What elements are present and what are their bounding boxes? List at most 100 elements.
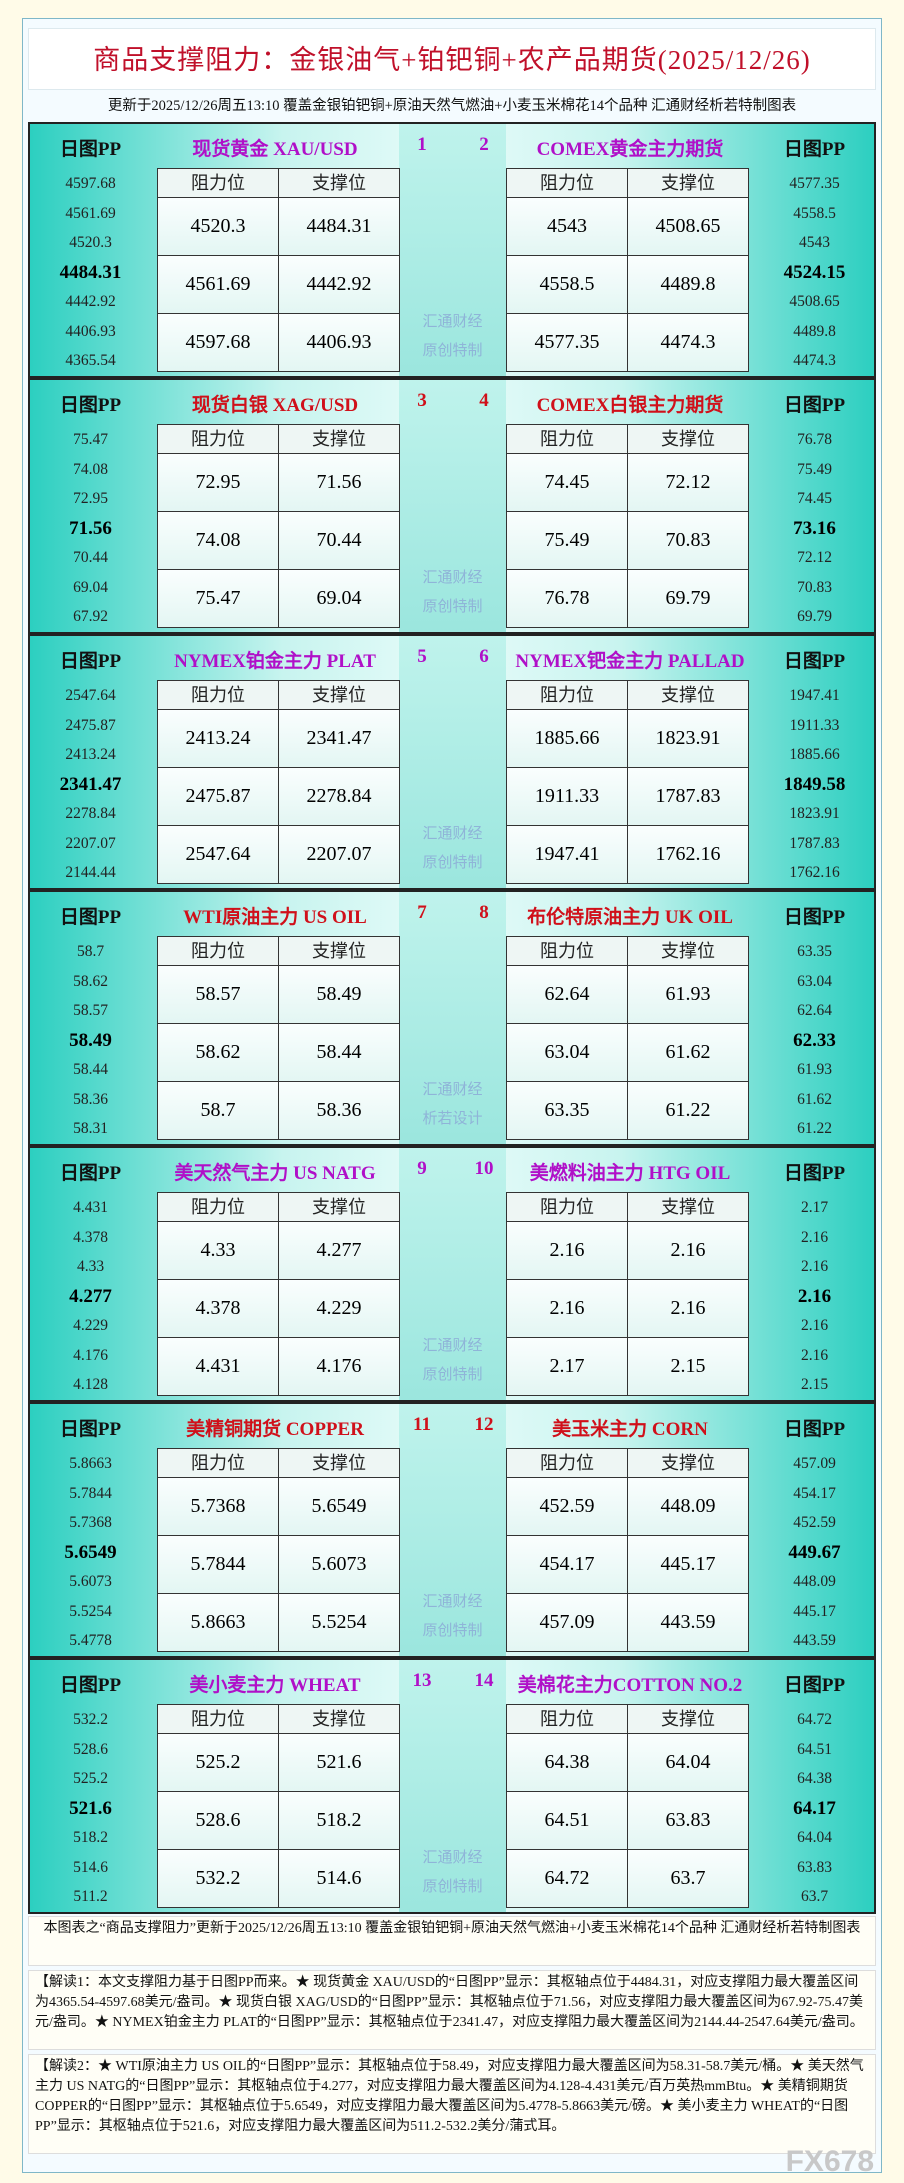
table-cell: 2547.64 — [157, 825, 279, 884]
table-cell: 61.22 — [627, 1081, 749, 1140]
table-cell: 5.6549 — [278, 1477, 400, 1536]
table-header: 阻力位 — [506, 936, 628, 966]
watermark: FX678 — [785, 2145, 874, 2178]
pivot-value: 5.7844 — [69, 1484, 112, 1502]
table-cell: 1947.41 — [506, 825, 628, 884]
table-cell: 5.7368 — [157, 1477, 279, 1536]
table-header: 阻力位 — [506, 424, 628, 454]
watermark-text: 原创特制 — [422, 1367, 483, 1383]
table-cell: 4.277 — [278, 1221, 400, 1280]
table-header: 阻力位 — [157, 1192, 279, 1222]
block-number: 7 — [417, 902, 427, 923]
table-cell: 75.47 — [157, 569, 279, 628]
pivot-value: 69.04 — [73, 578, 108, 596]
pivot-value: 5.5254 — [69, 1602, 112, 1620]
table-cell: 2413.24 — [157, 709, 279, 768]
table-cell: 4484.31 — [278, 197, 400, 256]
table-header: 支撑位 — [627, 1192, 749, 1222]
pivot-value: 2278.84 — [65, 805, 116, 822]
pivot-value: 2.16 — [800, 1317, 829, 1334]
table-cell: 4.176 — [278, 1337, 400, 1396]
pivot-value: 64.38 — [797, 1770, 832, 1787]
table-cell: 2.16 — [627, 1221, 749, 1280]
table-header: 阻力位 — [157, 168, 279, 198]
commodity-name: 美天然气主力 US NATG — [174, 1163, 376, 1184]
table-cell: 1762.16 — [627, 825, 749, 884]
pivot-value: 1911.33 — [789, 716, 840, 734]
table-cell: 69.04 — [278, 569, 400, 628]
pivot-value: 457.09 — [793, 1455, 836, 1472]
commodity-block: 日图PP 美精铜期货 COPPER 11 5.8663 5.7844 5.7368 5.65… — [28, 1402, 876, 1658]
table-cell: 4558.5 — [506, 255, 628, 314]
pivot-value: 74.45 — [797, 490, 832, 507]
table-cell: 72.95 — [157, 453, 279, 512]
middle-band — [399, 892, 506, 1144]
pp-label: 日图PP — [783, 907, 846, 928]
table-header: 阻力位 — [506, 1448, 628, 1478]
table-cell: 72.12 — [627, 453, 749, 512]
watermark-text: 原创特制 — [422, 343, 483, 359]
middle-band — [399, 380, 506, 632]
pivot-value: 62.64 — [797, 1002, 832, 1019]
table-header: 阻力位 — [506, 1704, 628, 1734]
pivot-value: 452.59 — [793, 1514, 836, 1531]
pivot-value: 4.378 — [73, 1228, 108, 1246]
table-cell: 4520.3 — [157, 197, 279, 256]
table-cell: 61.62 — [627, 1023, 749, 1082]
pivot-value: 511.2 — [73, 1888, 108, 1905]
table-header: 支撑位 — [278, 936, 400, 966]
pivot-value: 5.6549 — [64, 1541, 117, 1563]
table-header: 支撑位 — [278, 1192, 400, 1222]
pivot-value: 64.04 — [797, 1829, 832, 1846]
middle-band — [399, 1404, 506, 1656]
table-cell: 452.59 — [506, 1477, 628, 1536]
footer-note: 本图表之“商品支撑阻力”更新于2025/12/26周五13:10 覆盖金银铂钯铜… — [28, 1916, 876, 1966]
table-header: 阻力位 — [157, 936, 279, 966]
pivot-value: 2547.64 — [65, 687, 116, 704]
table-cell: 5.6073 — [278, 1535, 400, 1594]
pivot-value: 4.431 — [73, 1199, 108, 1216]
table-cell: 74.45 — [506, 453, 628, 512]
subtitle: 更新于2025/12/26周五13:10 覆盖金银铂钯铜+原油天然气燃油+小麦玉… — [107, 98, 797, 114]
block-number: 10 — [474, 1158, 494, 1179]
block-number: 2 — [479, 134, 489, 155]
pp-label: 日图PP — [783, 1675, 846, 1696]
pivot-value: 4365.54 — [65, 352, 116, 369]
pivot-value: 5.7368 — [69, 1514, 112, 1531]
pivot-value: 58.57 — [73, 1002, 108, 1019]
watermark-text: 汇通财经 — [422, 826, 483, 842]
table-cell: 454.17 — [506, 1535, 628, 1594]
table-cell: 70.44 — [278, 511, 400, 570]
table-cell: 514.6 — [278, 1849, 400, 1908]
watermark-text: 汇通财经 — [422, 1850, 483, 1866]
table-cell: 2.15 — [627, 1337, 749, 1396]
table-cell: 58.62 — [157, 1023, 279, 1082]
table-header: 支撑位 — [627, 1448, 749, 1478]
pivot-value: 61.62 — [797, 1090, 832, 1108]
watermark-text: 汇通财经 — [422, 1082, 483, 1098]
table-cell: 62.64 — [506, 965, 628, 1024]
table-header: 支撑位 — [627, 1704, 749, 1734]
middle-band — [399, 1660, 506, 1912]
table-cell: 2207.07 — [278, 825, 400, 884]
interpretation: 【解读1：本文支撑阻力基于日图PP而来。★ 现货黄金 XAU/USD的“日图PP… — [28, 1970, 876, 2050]
table-cell: 4577.35 — [506, 313, 628, 372]
pivot-value: 4577.35 — [789, 175, 840, 192]
table-cell: 70.83 — [627, 511, 749, 570]
interpretation: 【解读2：★ WTI原油主力 US OIL的“日图PP”显示：其枢轴点位于58.… — [28, 2054, 876, 2154]
block-number: 4 — [479, 390, 489, 411]
pivot-value: 64.72 — [797, 1711, 832, 1728]
table-cell: 58.49 — [278, 965, 400, 1024]
pivot-value: 4489.8 — [793, 322, 836, 340]
commodity-block: 日图PP 美小麦主力 WHEAT 13 532.2 528.6 525.2 521.6 518… — [28, 1658, 876, 1914]
commodity-block: 日图PP 现货白银 XAG/USD 3 75.47 74.08 72.95 71.56 70.… — [28, 378, 876, 634]
pivot-value: 4520.3 — [69, 234, 112, 251]
table-cell: 445.17 — [627, 1535, 749, 1594]
table-cell: 76.78 — [506, 569, 628, 628]
pivot-value: 2.16 — [800, 1258, 829, 1275]
pivot-value: 71.56 — [69, 517, 112, 539]
pivot-value: 454.17 — [793, 1484, 836, 1502]
table-header: 支撑位 — [278, 1704, 400, 1734]
pivot-value: 4597.68 — [65, 175, 116, 192]
table-cell: 74.08 — [157, 511, 279, 570]
